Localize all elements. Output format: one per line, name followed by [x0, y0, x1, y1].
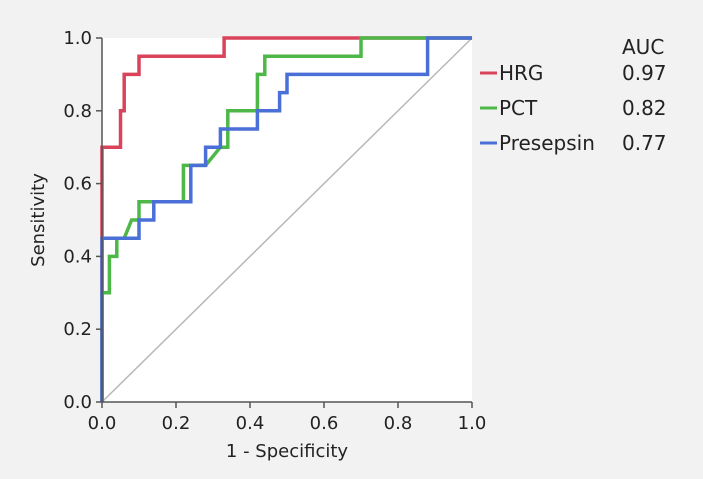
legend-label-hrg: HRG — [499, 61, 543, 85]
legend-label-pct: PCT — [499, 96, 538, 120]
x-tick-label: 0.4 — [236, 413, 265, 434]
y-tick-label: 0.2 — [63, 319, 92, 340]
legend-label-presepsin: Presepsin — [499, 131, 595, 155]
x-tick-label: 0.6 — [310, 413, 339, 434]
x-tick-label: 0.0 — [88, 413, 117, 434]
legend-auc-hrg: 0.97 — [622, 61, 667, 85]
series-line-presepsin — [100, 36, 472, 402]
legend-auc-presepsin: 0.77 — [622, 131, 667, 155]
x-tick-label: 0.8 — [384, 413, 413, 434]
y-axis-label: Sensitivity — [28, 173, 49, 267]
series-line-hrg — [100, 36, 472, 402]
x-tick-label: 1.0 — [458, 413, 487, 434]
y-tick-label: 0.8 — [63, 101, 92, 122]
reference-diagonal — [101, 37, 473, 403]
y-tick-label: 1.0 — [63, 28, 92, 49]
x-axis-label: 1 - Specificity — [226, 441, 349, 462]
x-tick-label: 0.2 — [162, 413, 191, 434]
legend-auc-pct: 0.82 — [622, 96, 667, 120]
y-tick-label: 0.6 — [63, 174, 92, 195]
series-line-pct — [100, 36, 472, 402]
legend-header: AUC — [622, 35, 664, 59]
y-tick-label: 0.0 — [63, 392, 92, 413]
y-tick-label: 0.4 — [63, 246, 92, 267]
